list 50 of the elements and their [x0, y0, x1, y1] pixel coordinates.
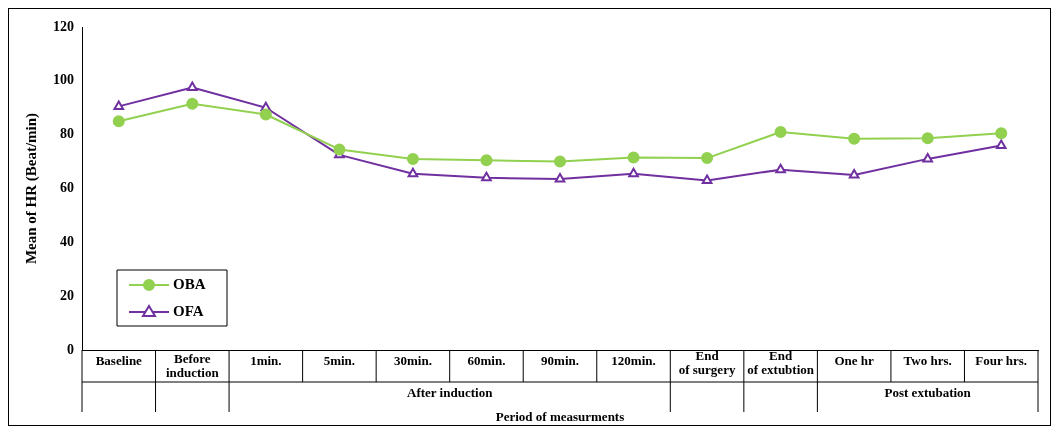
point	[921, 132, 934, 145]
point	[480, 154, 493, 167]
y-tick-label: 20	[60, 287, 74, 303]
point	[112, 115, 125, 128]
annotation: End of surgery	[678, 348, 736, 378]
x-axis-title: Period of measurments	[495, 409, 625, 425]
text: After induction	[407, 385, 494, 401]
legend-label: OFA	[173, 302, 204, 319]
x-tick-label: 60min.	[467, 353, 506, 369]
x-tick-label: 5min.	[323, 353, 356, 369]
point	[701, 152, 714, 165]
x-tick-label: Two hrs.	[903, 353, 952, 369]
x-tick-label: Before induction	[165, 351, 220, 381]
point	[481, 171, 492, 182]
point	[922, 152, 934, 163]
x-tick-label: 120min.	[611, 353, 656, 369]
point	[848, 169, 860, 179]
point	[186, 81, 198, 92]
point	[406, 152, 419, 165]
point	[775, 163, 786, 174]
y-tick-label: 100	[53, 72, 74, 88]
point	[701, 174, 713, 184]
x-tick-label: 30min.	[393, 353, 432, 369]
legend-label: OBA	[173, 275, 206, 292]
y-tick-label: 40	[60, 233, 74, 249]
point	[333, 143, 346, 156]
point	[995, 139, 1007, 149]
point	[995, 127, 1008, 140]
point	[259, 108, 272, 121]
x-tick-label: Baseline	[95, 353, 143, 369]
y-tick-label: 80	[60, 126, 74, 142]
y-tick-label: 120	[53, 18, 74, 34]
point	[628, 167, 639, 178]
point	[186, 97, 199, 110]
point	[554, 173, 566, 183]
annotation: End of extubtion	[747, 348, 815, 378]
x-tick-label: 90min.	[541, 353, 579, 369]
text: Post extubation	[884, 385, 972, 401]
point	[554, 155, 566, 168]
x-tick-label: 1min.	[250, 353, 282, 369]
x-tick-label: One hr	[834, 353, 875, 369]
point	[407, 167, 419, 178]
x-tick-label: Four hrs.	[975, 353, 1028, 369]
y-axis-title: Mean of HR (Beat/min)	[22, 112, 40, 265]
point	[627, 151, 640, 164]
y-tick-label: 60	[60, 180, 74, 196]
point	[113, 100, 125, 110]
point	[774, 125, 787, 138]
y-tick-label: 0	[67, 341, 74, 357]
point	[848, 132, 861, 145]
